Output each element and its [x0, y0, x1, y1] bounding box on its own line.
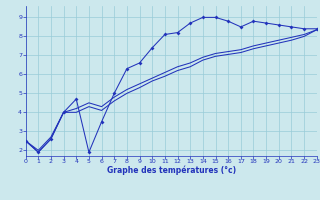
X-axis label: Graphe des températures (°c): Graphe des températures (°c) — [107, 166, 236, 175]
